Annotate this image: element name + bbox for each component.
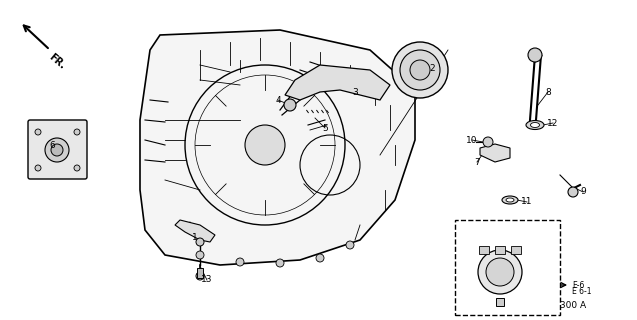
Text: E 6-1: E 6-1	[572, 287, 592, 297]
Bar	[197, 268, 203, 278]
Circle shape	[486, 258, 514, 286]
Ellipse shape	[526, 121, 544, 130]
Circle shape	[45, 138, 69, 162]
Circle shape	[410, 60, 430, 80]
Text: ST8J-M0300 A: ST8J-M0300 A	[524, 301, 586, 310]
Circle shape	[51, 144, 63, 156]
Ellipse shape	[502, 196, 518, 204]
Ellipse shape	[531, 123, 540, 127]
Circle shape	[196, 251, 204, 259]
Circle shape	[568, 187, 578, 197]
Text: 8: 8	[545, 87, 551, 97]
PathPatch shape	[285, 65, 390, 100]
Circle shape	[392, 42, 448, 98]
Bar	[479, 246, 489, 254]
Text: 1: 1	[192, 234, 198, 243]
Circle shape	[528, 48, 542, 62]
Circle shape	[400, 50, 440, 90]
Text: E-6: E-6	[572, 281, 584, 290]
Circle shape	[346, 241, 354, 249]
Circle shape	[35, 129, 41, 135]
Circle shape	[236, 258, 244, 266]
Circle shape	[316, 254, 324, 262]
Ellipse shape	[506, 198, 514, 202]
Text: FR.: FR.	[47, 52, 68, 71]
Circle shape	[478, 250, 522, 294]
Text: 9: 9	[580, 188, 586, 196]
Circle shape	[74, 165, 80, 171]
FancyBboxPatch shape	[28, 120, 87, 179]
Circle shape	[196, 238, 204, 246]
Text: 4: 4	[275, 95, 281, 105]
Bar	[496, 298, 504, 306]
Circle shape	[245, 125, 285, 165]
Text: 6: 6	[49, 140, 55, 149]
Bar	[511, 246, 521, 254]
Text: 10: 10	[466, 135, 478, 145]
Circle shape	[74, 129, 80, 135]
Circle shape	[35, 165, 41, 171]
Circle shape	[284, 99, 296, 111]
Text: 11: 11	[521, 197, 533, 206]
Text: 12: 12	[547, 118, 559, 127]
PathPatch shape	[175, 220, 215, 242]
Text: 7: 7	[474, 157, 480, 166]
Text: 13: 13	[201, 276, 213, 284]
Circle shape	[196, 272, 204, 280]
Text: 5: 5	[322, 124, 328, 132]
PathPatch shape	[140, 30, 415, 265]
Bar	[495, 246, 505, 254]
PathPatch shape	[480, 144, 510, 162]
Circle shape	[276, 259, 284, 267]
Text: 3: 3	[352, 87, 358, 97]
Circle shape	[483, 137, 493, 147]
Bar	[455, 220, 560, 315]
Text: 2: 2	[429, 63, 435, 73]
